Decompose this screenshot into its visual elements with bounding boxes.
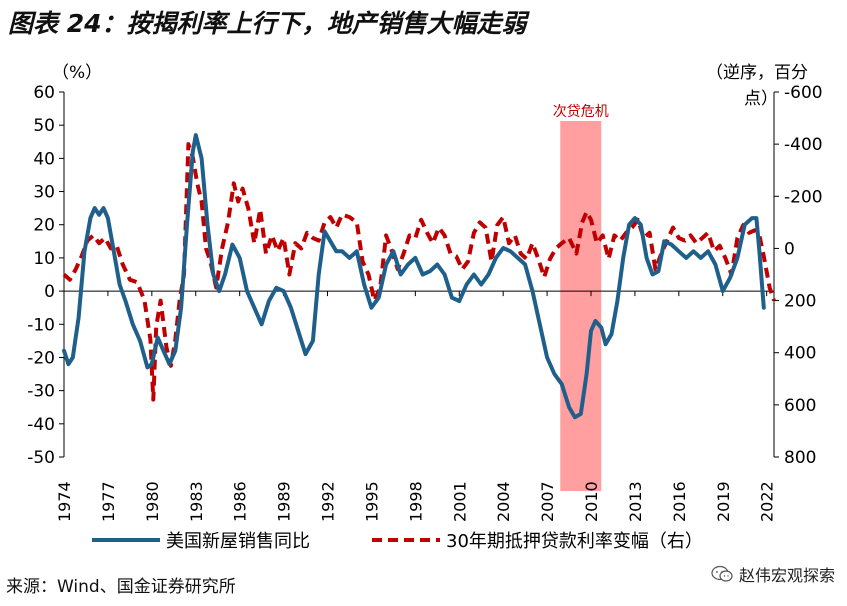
right-tick-label: -400 <box>784 135 823 155</box>
x-tick-label: 1974 <box>55 481 74 522</box>
right-tick-label: -600 <box>784 83 823 103</box>
x-tick-label: 2007 <box>538 481 557 522</box>
left-tick-label: 10 <box>33 249 55 269</box>
right-tick-label: 800 <box>784 448 816 468</box>
x-tick-label: 2004 <box>494 481 513 522</box>
watermark: 赵伟宏观探索 <box>711 562 835 586</box>
left-tick-label: 0 <box>44 282 55 302</box>
right-tick-label: 600 <box>784 396 816 416</box>
left-tick-label: -30 <box>27 382 55 402</box>
left-tick-label: 20 <box>33 216 55 236</box>
right-tick-label: 0 <box>784 239 795 259</box>
x-tick-label: 1980 <box>143 481 162 522</box>
x-tick-label: 2022 <box>758 481 777 522</box>
legend-label-new-home-sales: 美国新屋销售同比 <box>166 531 310 552</box>
x-tick-label: 2001 <box>450 481 469 522</box>
right-tick-label: -200 <box>784 187 823 207</box>
right-axis-unit: 点） <box>744 89 778 109</box>
left-tick-label: -10 <box>27 315 55 335</box>
wechat-icon <box>711 565 733 582</box>
x-tick-label: 1989 <box>275 481 294 522</box>
right-tick-label: 200 <box>784 292 816 312</box>
x-tick-label: 2019 <box>714 481 733 522</box>
page-title: 图表 24：按揭利率上行下，地产销售大幅走弱 <box>8 9 527 38</box>
legend-label-mortgage-rate: 30年期抵押贷款利率变幅（右） <box>446 531 703 552</box>
left-tick-label: 40 <box>33 149 55 169</box>
x-tick-label: 1998 <box>406 481 425 522</box>
left-tick-label: -20 <box>27 348 55 368</box>
watermark-text: 赵伟宏观探索 <box>738 566 835 585</box>
x-tick-label: 2016 <box>670 481 689 522</box>
x-tick-label: 1992 <box>319 481 338 522</box>
crisis-shade <box>560 121 602 491</box>
x-tick-label: 1977 <box>99 481 118 522</box>
left-tick-label: 50 <box>33 116 55 136</box>
left-tick-label: 60 <box>33 83 55 103</box>
series-line-mortgage-rate-change <box>62 142 776 402</box>
chart: 次贷危机6050403020100-10-20-30-40-50-600-400… <box>27 63 823 552</box>
crisis-label: 次贷危机 <box>553 104 609 120</box>
x-tick-label: 1983 <box>187 481 206 522</box>
series-line-new-home-sales-yoy <box>62 133 766 420</box>
left-tick-label: -50 <box>27 448 55 468</box>
x-tick-label: 1995 <box>362 481 381 522</box>
left-tick-label: 30 <box>33 183 55 203</box>
x-tick-label: 2013 <box>626 481 645 522</box>
x-tick-label: 1986 <box>231 481 250 522</box>
x-tick-label: 2010 <box>582 481 601 522</box>
right-tick-label: 400 <box>784 344 816 364</box>
left-tick-label: -40 <box>27 415 55 435</box>
left-axis-unit: （%） <box>52 63 102 83</box>
right-axis-unit: （逆序，百分 <box>706 63 808 83</box>
source-note: 来源：Wind、国金证券研究所 <box>6 577 236 597</box>
